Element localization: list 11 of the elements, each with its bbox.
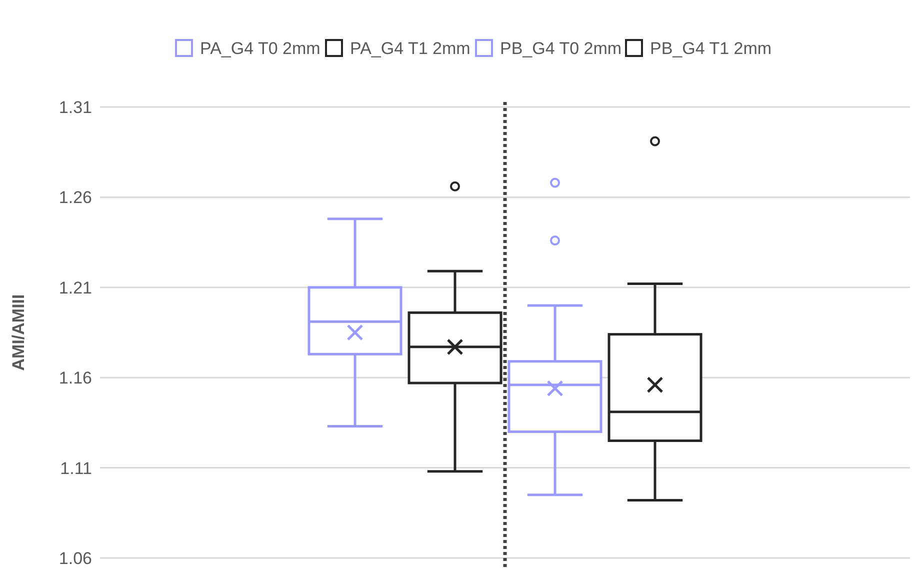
legend-label: PA_G4 T0 2mm: [200, 38, 320, 58]
y-tick-label: 1.16: [58, 368, 92, 388]
legend-label: PB_G4 T1 2mm: [650, 38, 772, 58]
y-tick-label: 1.26: [58, 188, 92, 208]
y-tick-label: 1.31: [58, 98, 92, 117]
y-tick-label: 1.06: [58, 548, 92, 568]
legend-label: PA_G4 T1 2mm: [350, 38, 470, 58]
y-axis-title: AMI/AMIII: [9, 294, 28, 371]
y-tick-label: 1.11: [60, 458, 92, 478]
legend-label: PB_G4 T0 2mm: [500, 38, 622, 58]
y-tick-label: 1.21: [58, 278, 92, 298]
